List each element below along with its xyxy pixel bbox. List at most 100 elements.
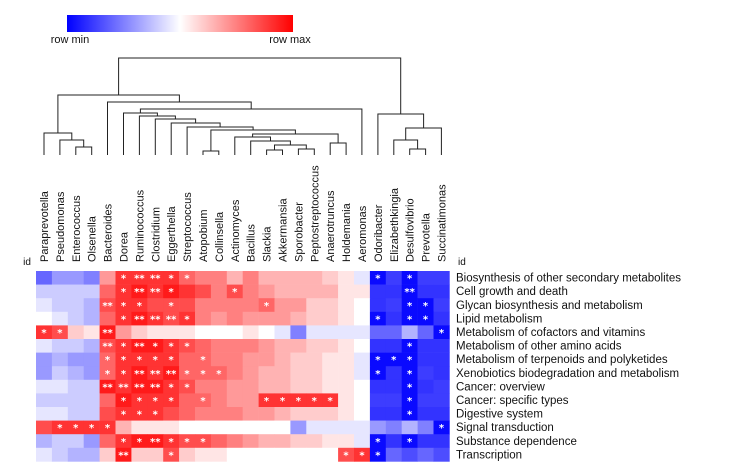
- heatmap-cell: [354, 284, 371, 299]
- heatmap-cell: [242, 379, 259, 394]
- dendrogram-link: [405, 127, 442, 155]
- heatmap-cell: [401, 366, 418, 381]
- heatmap-cell: [36, 339, 53, 353]
- heatmap-cell: [226, 407, 243, 421]
- significance-mark: *: [200, 396, 206, 407]
- dendrogram-link: [138, 115, 176, 155]
- heatmap-cell: [385, 325, 402, 340]
- heatmap-cell: [163, 271, 180, 285]
- significance-mark: **: [118, 382, 129, 393]
- heatmap-cell: [147, 420, 164, 435]
- heatmap-cell: [385, 447, 402, 462]
- dendrogram-link: [107, 101, 252, 155]
- heatmap-cell: [36, 284, 53, 299]
- heatmap-cell: [369, 434, 387, 449]
- heatmap-cell: [274, 311, 291, 326]
- significance-mark: **: [102, 342, 113, 353]
- heatmap-cell: [401, 271, 418, 285]
- heatmap-cell: [338, 339, 355, 353]
- heatmap-cell: [322, 393, 339, 408]
- heatmap-cell: [36, 407, 53, 421]
- heatmap-cell: [51, 434, 69, 449]
- heatmap-cell: [179, 434, 196, 449]
- significance-mark: *: [200, 369, 206, 380]
- heatmap-cell: [83, 311, 100, 326]
- significance-mark: *: [312, 396, 318, 407]
- heatmap-cell: [99, 434, 116, 449]
- heatmap-cell: [131, 352, 148, 367]
- heatmap-cell: [369, 447, 387, 462]
- significance-mark: *: [121, 437, 127, 448]
- column-label: Holdemania: [341, 202, 353, 262]
- heatmap-cell: [433, 420, 450, 435]
- heatmap-cell: [417, 271, 434, 285]
- heatmap-cell: [67, 352, 84, 367]
- column-label: Eggerthella: [166, 205, 178, 262]
- heatmap-cell: [274, 325, 291, 340]
- heatmap-cell: [115, 298, 132, 313]
- heatmap-cell: [83, 339, 100, 353]
- heatmap-cell: [242, 271, 259, 285]
- heatmap-cell: [385, 420, 402, 435]
- heatmap-cell: [115, 339, 132, 353]
- heatmap-cell: [258, 407, 275, 421]
- heatmap-cell: [306, 407, 323, 421]
- heatmap-cell: [67, 420, 84, 435]
- heatmap-cell: [242, 393, 259, 408]
- heatmap-cell: [51, 284, 69, 299]
- heatmap-cell: [385, 407, 402, 421]
- heatmap-cell: [36, 393, 53, 408]
- heatmap-cell: [115, 379, 132, 394]
- heatmap-cell: [131, 407, 148, 421]
- significance-mark: *: [73, 423, 79, 434]
- column-label: Succinatimonas: [436, 184, 448, 262]
- heatmap-cell: [210, 379, 228, 394]
- heatmap-cell: [115, 393, 132, 408]
- heatmap-cell: [195, 379, 212, 394]
- significance-mark: **: [150, 287, 161, 298]
- column-label: Clostridium: [150, 207, 162, 262]
- heatmap-cell: [83, 271, 100, 285]
- heatmap-cell: [354, 311, 371, 326]
- heatmap-cell: [290, 407, 307, 421]
- heatmap-cell: [290, 311, 307, 326]
- heatmap-cell: [369, 339, 387, 353]
- significance-mark: *: [359, 450, 365, 461]
- row-label: Substance dependence: [456, 436, 577, 448]
- significance-mark: *: [153, 396, 159, 407]
- heatmap-cell: [401, 407, 418, 421]
- heatmap-cell: [385, 298, 402, 313]
- heatmap-cell: [242, 339, 259, 353]
- significance-mark: *: [137, 355, 143, 366]
- heatmap-cell: [115, 311, 132, 326]
- significance-mark: *: [121, 355, 127, 366]
- heatmap-cell: [322, 434, 339, 449]
- heatmap-cell: [369, 271, 387, 285]
- significance-mark: *: [105, 423, 111, 434]
- significance-mark: *: [407, 355, 413, 366]
- heatmap-cell: [131, 447, 148, 462]
- heatmap-cell: [99, 366, 116, 381]
- heatmap-cell: [354, 352, 371, 367]
- column-label: Akkermansia: [277, 198, 289, 262]
- heatmap-cell: [401, 325, 418, 340]
- heatmap-cell: [226, 393, 243, 408]
- heatmap-cell: [210, 366, 228, 381]
- significance-mark: *: [375, 314, 381, 325]
- heatmap-cell: [115, 271, 132, 285]
- heatmap-cell: [115, 366, 132, 381]
- heatmap-cell: [306, 271, 323, 285]
- heatmap-cell: [179, 407, 196, 421]
- heatmap-cell: [99, 447, 116, 462]
- heatmap-cell: [210, 271, 228, 285]
- significance-mark: *: [184, 314, 190, 325]
- heatmap-cell: [306, 352, 323, 367]
- significance-mark: *: [439, 423, 445, 434]
- heatmap-cell: [338, 407, 355, 421]
- heatmap-cell: [433, 284, 450, 299]
- heatmap-cell: [354, 434, 371, 449]
- colorbar-min-label: row min: [51, 34, 90, 46]
- heatmap-cell: [338, 447, 355, 462]
- heatmap-cell: [67, 379, 84, 394]
- heatmap-cell: [401, 298, 418, 313]
